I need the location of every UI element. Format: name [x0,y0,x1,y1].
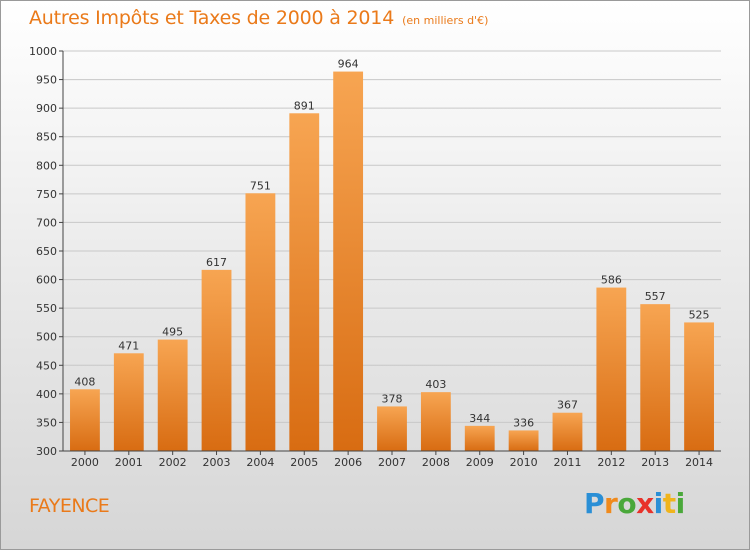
x-tick-label: 2013 [641,456,669,469]
bar-value-label: 525 [689,308,710,321]
bar [508,430,539,451]
logo-letter: i [653,487,664,520]
x-tick-label: 2004 [246,456,274,469]
bar [420,392,451,451]
x-tick-label: 2005 [290,456,318,469]
bar-value-label: 891 [294,99,315,112]
proxiti-logo: Proxiti [584,487,685,520]
bar-value-label: 964 [338,58,359,71]
bar-value-label: 557 [645,290,666,303]
bar-value-label: 495 [162,326,183,339]
bar [157,339,188,451]
logo-letter: o [617,487,637,520]
bar-value-label: 378 [382,392,403,405]
x-tick-label: 2001 [115,456,143,469]
y-tick-label: 750 [36,188,57,201]
x-tick-label: 2011 [553,456,581,469]
axes: 300 350 400 450 500 550 600 650 700 750 800 850 900 9… [29,45,721,469]
bar-value-label: 617 [206,256,227,269]
chart-title: Autres Impôts et Taxes de 2000 à 2014 [29,7,395,29]
x-tick-label: 2014 [685,456,713,469]
bar-value-label: 408 [74,375,95,388]
bar [201,269,232,451]
x-tick-label: 2007 [378,456,406,469]
y-tick-label: 400 [36,388,57,401]
x-tick-label: 2003 [203,456,231,469]
y-tick-label: 550 [36,302,57,315]
x-tick-label: 2010 [510,456,538,469]
logo-letter: P [584,487,605,520]
bar-value-label: 344 [469,412,490,425]
y-tick-label: 700 [36,216,57,229]
logo-letter: r [604,487,618,520]
bar [684,322,714,451]
bar-value-label: 751 [250,179,271,192]
bar [464,425,495,451]
y-tick-label: 900 [36,102,57,115]
logo-letter: i [675,487,686,520]
bars [70,71,714,452]
bar-value-label: 403 [425,378,446,391]
bar [289,113,320,452]
bar-value-label: 336 [513,416,534,429]
x-tick-label: 2012 [597,456,625,469]
bar [640,304,671,451]
x-tick-label: 2000 [71,456,99,469]
y-tick-label: 350 [36,416,57,429]
bar [596,287,627,451]
bar-value-label: 367 [557,399,578,412]
y-tick-label: 650 [36,245,57,258]
y-tick-label: 500 [36,331,57,344]
y-tick-label: 950 [36,74,57,87]
bar [333,71,364,452]
y-tick-label: 1000 [29,45,57,58]
bar [113,353,144,451]
y-tick-label: 850 [36,131,57,144]
bar-value-label: 586 [601,274,622,287]
x-tick-label: 2002 [159,456,187,469]
chart-subtitle: (en milliers d'€) [402,14,489,27]
commune-name: FAYENCE [29,495,110,517]
bar [377,406,407,451]
title-row: Autres Impôts et Taxes de 2000 à 2014 (en… [29,7,488,29]
y-tick-label: 300 [36,445,57,458]
bar [70,389,100,451]
x-tick-label: 2008 [422,456,450,469]
x-tick-label: 2009 [466,456,494,469]
bar [552,412,583,451]
y-tick-label: 600 [36,274,57,287]
y-tick-label: 450 [36,359,57,372]
bar-value-label: 471 [118,339,139,352]
logo-letter: t [662,487,676,520]
bar [245,193,276,452]
x-tick-label: 2006 [334,456,362,469]
data-labels: 408 471 495 617 751 891 964 378 403 344 336 367 586 5… [74,58,709,430]
logo-letter: x [636,487,654,520]
y-tick-label: 800 [36,159,57,172]
